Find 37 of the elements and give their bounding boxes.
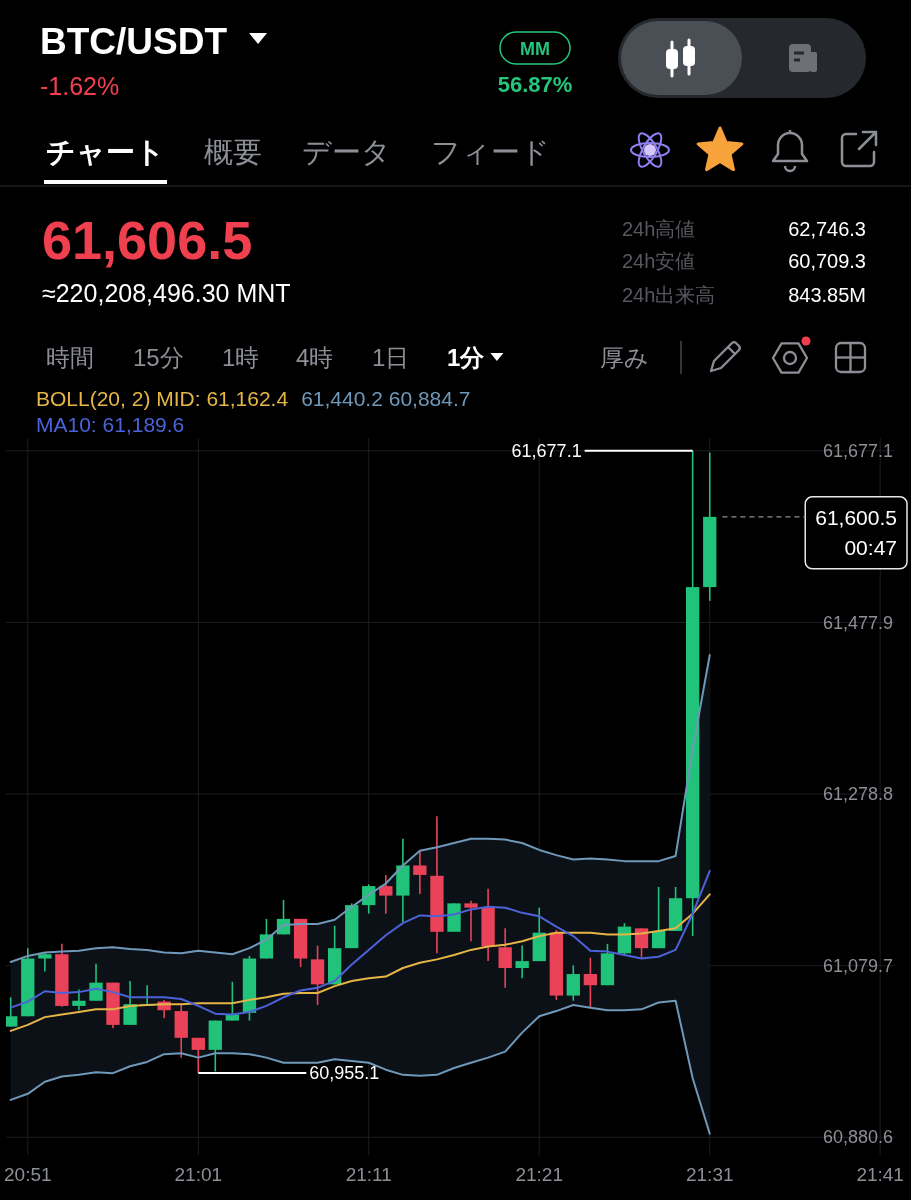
annotation: フィード (431, 136, 550, 168)
y-tick-label: 61,278.8 (822, 784, 893, 805)
y-tick-label: 61,477.9 (822, 612, 893, 633)
y-tick-label: 61,079.7 (822, 955, 893, 976)
annotation: 24h安値 (622, 250, 696, 272)
legend: BOLL(20, 2) MID: 61,162.4 MA10: 61,189.6 (36, 387, 289, 436)
x-tick-label: 20:51 (4, 1164, 52, 1185)
annotation: 60,709.3 (788, 250, 866, 272)
annotation: データ (302, 136, 391, 168)
y-tick-label: 61,677.1 (822, 440, 893, 461)
annotation: 1時 (222, 344, 260, 371)
annotation: 843.85M (788, 284, 866, 306)
annotation: 24h高値 (622, 218, 696, 240)
y-tick-label: 60,880.6 (822, 1127, 893, 1148)
annotation: チャート (46, 136, 165, 168)
annotation: 4時 (296, 344, 334, 371)
annotation: 62,746.3 (788, 218, 866, 240)
x-tick-label: 21:31 (685, 1164, 734, 1185)
annotation: 1分 (447, 344, 485, 371)
annotation: ≈220,208,496.30 MNT (42, 279, 291, 307)
annotation: 24h出来高 (622, 284, 716, 306)
annotation: 時間 (46, 344, 94, 371)
x-tick-label: 21:11 (345, 1164, 392, 1185)
annotation: MM (520, 39, 550, 59)
x-tick-label: 21:21 (515, 1164, 564, 1185)
annotation: 概要 (204, 136, 262, 168)
annotation: 61,440.2 60,884.7 (301, 387, 471, 410)
annotation: 61,606.5 (42, 210, 253, 270)
ref-line-label: 61,600.5 00:47 (815, 505, 897, 559)
chart-title: BTC/USDT (40, 21, 228, 62)
annotation: 厚み (600, 344, 649, 371)
annotation: 1日 (372, 344, 410, 371)
annotation: 56.87% (497, 72, 573, 97)
x-tick-label: 21:41 (856, 1164, 904, 1185)
x-tick-label: 21:01 (174, 1164, 223, 1185)
chart-subtitle: -1.62% (40, 72, 120, 100)
annotation: 15分 (133, 344, 184, 371)
